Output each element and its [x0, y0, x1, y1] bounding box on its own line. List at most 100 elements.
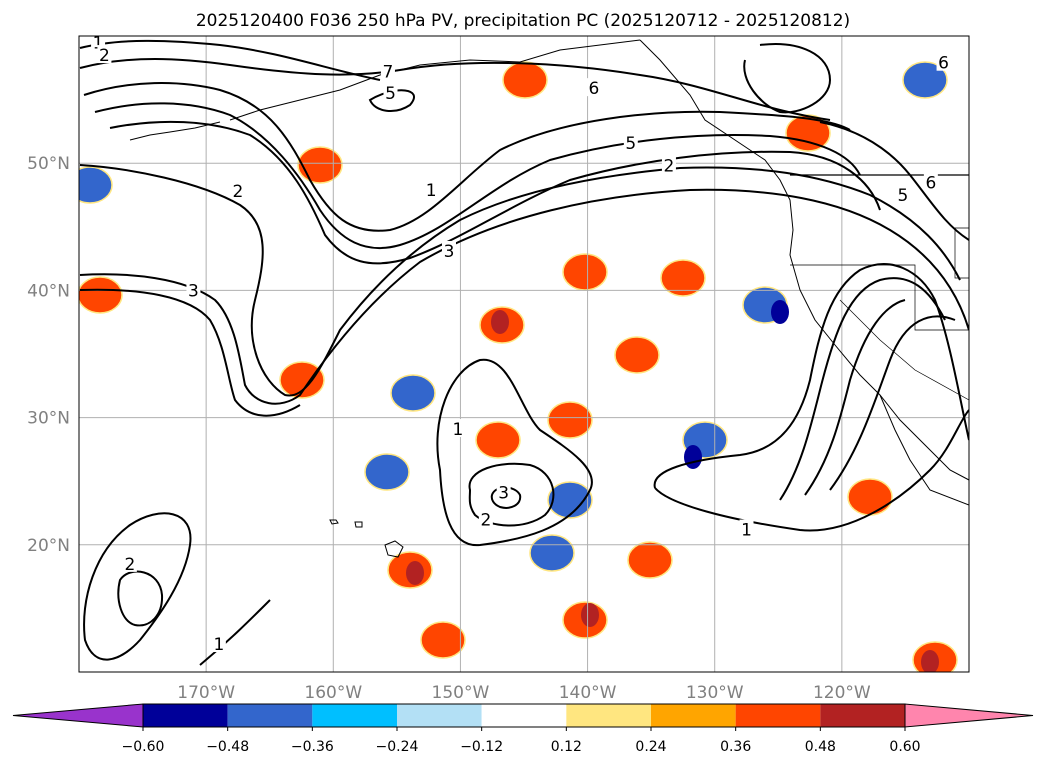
precip-core [491, 310, 509, 334]
lon-tick-label: 120°W [813, 683, 871, 703]
colorbar-box [566, 704, 651, 727]
lat-tick-label: 20°N [27, 536, 70, 556]
precip-area [475, 421, 521, 459]
lat-tick-label: 40°N [27, 281, 70, 301]
lat-tick-label: 30°N [27, 409, 70, 429]
contour-label: 1 [93, 33, 104, 53]
contour-label-bg [739, 519, 754, 538]
map-frame [78, 35, 970, 673]
colorbar-box [735, 704, 821, 727]
colorbar-tick-label: −0.24 [376, 739, 419, 755]
contour-label-bg [122, 553, 137, 572]
colorbar-boxes [12, 703, 1034, 728]
contour-label-bg [441, 240, 456, 259]
colorbar-tick-label: −0.48 [206, 739, 249, 755]
precip-area [420, 621, 466, 659]
colorbar-tick-label: 0.36 [720, 739, 751, 755]
contour-label: 3 [498, 484, 509, 504]
precip-area [547, 481, 593, 519]
contour-label: 2 [664, 157, 675, 177]
lon-tick-label: 170°W [177, 683, 235, 703]
contour-label-bg [895, 185, 910, 203]
contour-label-bg [424, 179, 439, 198]
contour-label: 1 [426, 181, 437, 201]
contour-label: 6 [925, 173, 936, 193]
contour-label: 6 [938, 54, 949, 74]
contour-label-bg [380, 61, 395, 80]
lon-tick-label: 140°W [559, 683, 617, 703]
precip-area [529, 534, 575, 572]
colorbar-tick-label: −0.60 [122, 739, 165, 755]
contour-label: 3 [188, 281, 199, 301]
contour-label-bg [383, 83, 398, 102]
lon-tick-label: 150°W [432, 683, 490, 703]
colorbar: −0.60 −0.48 −0.36 −0.24 −0.12 0.12 0.24 0.36 0.4… [12, 703, 1034, 755]
colorbar-tick-label: 0.12 [551, 739, 582, 755]
precip-core [581, 603, 599, 627]
precip-area [627, 541, 673, 579]
contour-label: 5 [385, 84, 396, 104]
precip-core [771, 300, 789, 324]
precip-core [921, 650, 939, 672]
colorbar-tick-label: 0.24 [635, 739, 666, 755]
precip-area [364, 453, 410, 491]
contour-label: 2 [233, 182, 244, 202]
lon-tick-label: 130°W [686, 683, 744, 703]
contour-label: 1 [213, 635, 224, 655]
contour-label-bg [186, 280, 201, 299]
contour-label: 7 [383, 63, 394, 83]
coastline-map [129, 39, 969, 558]
precip-area [297, 146, 343, 184]
colorbar-tick-label: −0.12 [460, 739, 503, 755]
colorbar-tick-label: 0.60 [889, 739, 920, 755]
contour-label: 1 [741, 521, 752, 541]
precip-area [847, 478, 893, 516]
colorbar-outline [142, 703, 906, 728]
contour-label-bg [230, 181, 245, 200]
precip-area [390, 374, 436, 412]
colorbar-tick-label: −0.36 [291, 739, 334, 755]
contour-label-bg [97, 45, 112, 64]
contour-label: 2 [480, 510, 491, 530]
contour-label: 2 [99, 46, 110, 66]
colorbar-box [397, 704, 482, 727]
colorbar-box [312, 704, 397, 727]
colorbar-tick-label: 0.48 [805, 739, 836, 755]
contour-label-bg [661, 155, 676, 174]
precip-area [502, 61, 548, 99]
lat-tick-label: 50°N [27, 154, 70, 174]
precip-core [684, 445, 702, 469]
colorbar-box [481, 704, 567, 727]
precip-area [279, 361, 325, 399]
gridlines [79, 36, 969, 672]
colorbar-box [143, 704, 228, 727]
longitude-tick-labels: 170°W 160°W 150°W 140°W 130°W 120°W [177, 683, 871, 703]
colorbar-box [227, 704, 313, 727]
contour-label-bg [586, 78, 601, 97]
contour-label: 3 [444, 242, 455, 262]
precip-core [406, 561, 424, 585]
contour-label-bg [478, 509, 493, 528]
contour-label: 2 [124, 555, 135, 575]
latitude-tick-labels: 20°N 30°N 40°N 50°N [27, 154, 70, 556]
contour-label-bg [936, 52, 951, 71]
precip-area [785, 114, 831, 152]
colorbar-box [820, 704, 905, 727]
contour-label-bg [211, 634, 226, 653]
precip-area [902, 61, 948, 99]
chart-title: 2025120400 F036 250 hPa PV, precipitatio… [196, 11, 850, 31]
precip-area [562, 253, 608, 291]
precip-area [660, 259, 706, 297]
colorbar-box [651, 704, 736, 727]
precip-area [614, 336, 660, 374]
contour-label-bg [496, 482, 511, 501]
contour-label: 6 [589, 79, 600, 99]
contour-label-bg [923, 172, 938, 191]
contour-label-bg [623, 132, 638, 151]
colorbar-extend-min [12, 703, 144, 728]
colorbar-tick-labels: −0.60 −0.48 −0.36 −0.24 −0.12 0.12 0.24 0.36 0.4… [122, 727, 921, 755]
contour-label: 1 [452, 420, 463, 440]
